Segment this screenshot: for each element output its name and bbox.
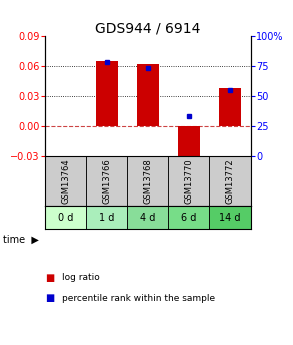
Bar [209,206,251,229]
Bar [45,156,86,206]
Bar [209,156,251,206]
Text: GSM13764: GSM13764 [62,158,70,204]
Bar [86,206,127,229]
Text: 6 d: 6 d [181,213,197,223]
Bar [96,61,118,126]
Bar [137,64,159,126]
Text: 0 d: 0 d [58,213,74,223]
Bar [178,126,200,164]
Bar [127,156,168,206]
Bar [127,206,168,229]
Text: ■: ■ [45,273,55,283]
Text: ■: ■ [45,294,55,303]
Text: time  ▶: time ▶ [3,235,39,245]
Bar [45,206,86,229]
Text: 1 d: 1 d [99,213,115,223]
Text: 14 d: 14 d [219,213,241,223]
Bar [168,156,209,206]
Bar [219,88,241,126]
Text: percentile rank within the sample: percentile rank within the sample [62,294,215,303]
Text: GSM13772: GSM13772 [226,158,234,204]
Bar [86,156,127,206]
Text: log ratio: log ratio [62,273,99,282]
Text: GSM13770: GSM13770 [185,158,193,204]
Bar [168,206,209,229]
Text: 4 d: 4 d [140,213,156,223]
Text: GSM13766: GSM13766 [103,158,111,204]
Text: GSM13768: GSM13768 [144,158,152,204]
Title: GDS944 / 6914: GDS944 / 6914 [95,21,201,35]
